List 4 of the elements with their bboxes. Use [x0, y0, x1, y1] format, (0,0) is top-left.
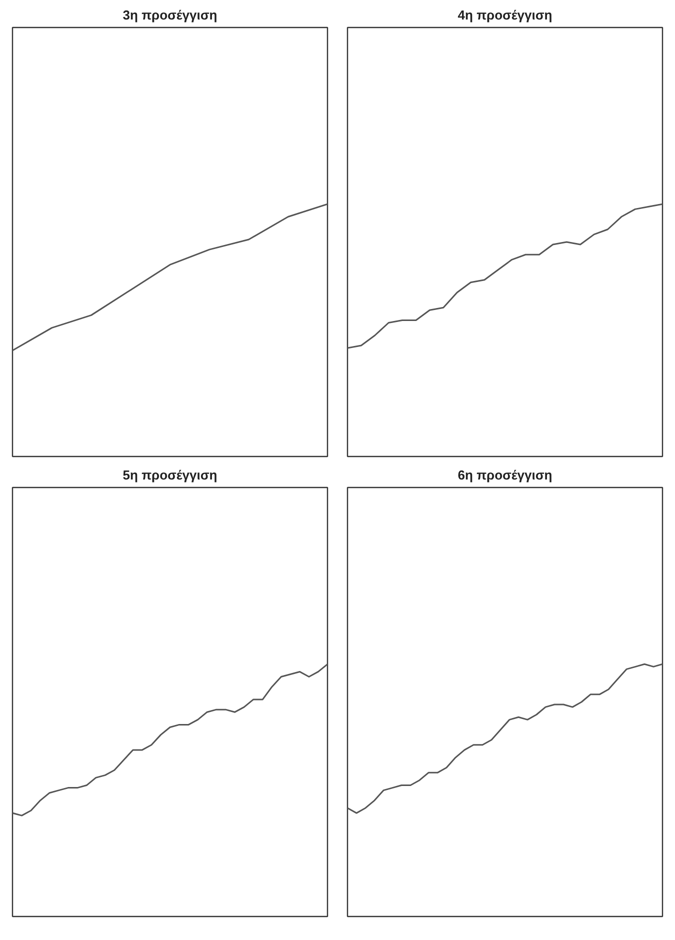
chart-title: 6η προσέγγιση [458, 468, 552, 482]
chart-title: 4η προσέγγιση [458, 8, 552, 22]
chart-title: 5η προσέγγιση [122, 468, 218, 482]
chart-title: 3η προσέγγιση [122, 8, 218, 22]
